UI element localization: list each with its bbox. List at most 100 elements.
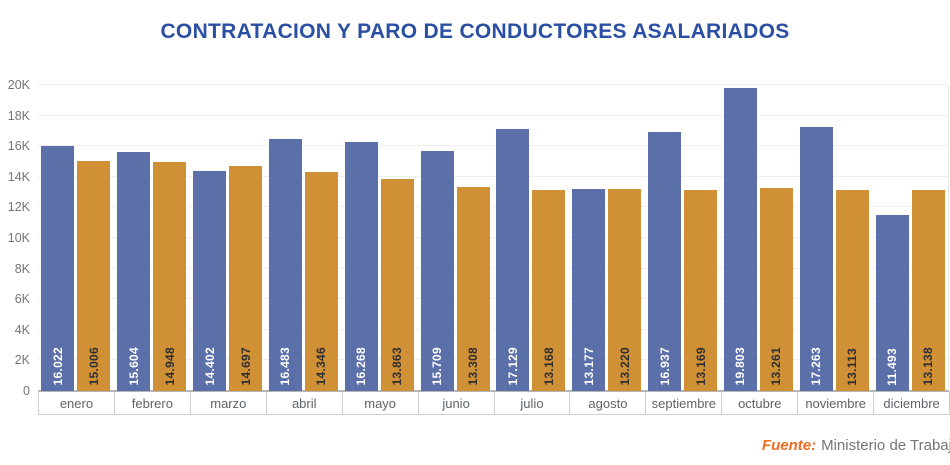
bar-value-label: 13.308	[466, 347, 481, 386]
gridline	[38, 206, 948, 208]
source-label: Fuente:	[761, 437, 817, 454]
x-axis-label-enero: enero	[39, 392, 115, 414]
x-axis-label-octubre: octubre	[722, 392, 799, 414]
bar-paro: 15.006	[77, 161, 111, 391]
bar-contratacion: 17.263	[799, 126, 833, 391]
bar-value-label: 13.138	[921, 347, 936, 386]
bar-contratacion: 15.709	[420, 150, 454, 391]
bar-paro: 13.168	[532, 189, 566, 391]
bar-value-label: 14.948	[162, 347, 177, 386]
bar-value-label: 14.346	[314, 347, 329, 386]
bar-contratacion: 14.402	[193, 170, 227, 391]
bar-group-diciembre: 11.493 13.138	[872, 85, 948, 391]
bar-contratacion: 19.803	[723, 88, 757, 391]
y-axis-tick-label: 20K	[7, 78, 30, 92]
bar-contratacion: 11.493	[875, 215, 909, 391]
x-axis: enero febrero marzo abril mayo junio julio agos…	[38, 391, 950, 415]
bar-contratacion: 16.022	[41, 145, 75, 391]
bar-contratacion: 16.937	[648, 131, 682, 391]
bars-area: 16.022 15.006 15.604 14.948 14.402 14.697 16.4…	[38, 85, 948, 391]
bar-value-label: 15.709	[430, 347, 445, 386]
y-axis-tick-label: 10K	[7, 231, 30, 245]
gridline	[38, 390, 948, 391]
y-axis-tick-label: 8K	[14, 261, 30, 276]
source-text: Ministerio de Trabaj	[821, 437, 950, 454]
bar-group-marzo: 14.402 14.697	[190, 85, 266, 391]
bar-value-label: 13.169	[693, 347, 708, 386]
x-axis-label-junio: junio	[419, 392, 495, 414]
source-note: Fuente: Ministerio de Trabaj	[762, 437, 950, 454]
bar-contratacion: 15.604	[117, 152, 151, 391]
bar-paro: 14.697	[229, 166, 263, 391]
bar-value-label: 17.263	[809, 347, 824, 386]
bar-paro: 13.220	[608, 188, 642, 391]
gridline	[38, 267, 948, 269]
bar-paro: 14.346	[304, 171, 338, 391]
y-axis: 0 2K 4K 6K 8K 10K 12K 14K 16K 18K 20K	[0, 78, 33, 398]
x-axis-label-marzo: marzo	[191, 392, 267, 414]
y-axis-tick-label: 16K	[7, 139, 30, 154]
bar-value-label: 17.129	[505, 347, 520, 386]
x-axis-label-diciembre: diciembre	[883, 395, 940, 411]
bar-value-label: 11.493	[885, 348, 900, 386]
bar-group-mayo: 16.268 13.863	[341, 85, 417, 391]
gridline	[38, 359, 948, 361]
bar-paro: 13.261	[759, 188, 793, 391]
bar-value-label: 13.220	[617, 347, 632, 386]
bar-value-label: 16.483	[278, 347, 293, 386]
bar-value-label: 19.803	[733, 347, 748, 386]
bar-value-label: 14.697	[238, 347, 253, 386]
gridline	[38, 237, 948, 238]
bar-paro: 14.948	[153, 162, 187, 391]
x-axis-label-agosto: agosto	[570, 392, 647, 414]
gridline	[38, 328, 948, 330]
bar-group-septiembre: 16.937 13.169	[645, 85, 721, 391]
bar-group-octubre: 19.803 13.261	[720, 85, 796, 391]
bar-value-label: 13.261	[769, 347, 784, 386]
bar-group-agosto: 13.177 13.220	[569, 85, 645, 391]
gridline	[38, 298, 948, 300]
bar-contratacion: 17.129	[496, 128, 530, 391]
bar-group-enero: 16.022 15.006	[38, 85, 114, 391]
x-axis-label-septiembre: septiembre	[646, 392, 723, 414]
x-axis-label-noviembre: noviembre	[798, 392, 875, 414]
y-axis-tick-label: 2K	[14, 353, 30, 368]
bar-value-label: 13.168	[541, 347, 556, 386]
bar-group-julio: 17.129 13.168	[493, 85, 569, 391]
gridline	[38, 114, 948, 116]
bar-paro: 13.308	[456, 187, 490, 391]
bar-contratacion: 16.483	[268, 138, 302, 391]
bar-paro: 13.169	[684, 189, 718, 391]
bar-value-label: 14.402	[202, 347, 217, 386]
y-axis-tick-label: 6K	[14, 292, 30, 307]
bar-value-label: 16.937	[657, 347, 672, 386]
bar-group-abril: 16.483 14.346	[265, 85, 341, 391]
bar-contratacion: 13.177	[572, 189, 606, 391]
x-axis-label-mayo: mayo	[343, 392, 419, 414]
bar-value-label: 13.113	[845, 348, 860, 386]
x-axis-label-julio: julio	[495, 392, 571, 414]
bar-paro: 13.138	[911, 190, 945, 391]
y-axis-tick-label: 0	[23, 384, 30, 398]
bar-value-label: 16.022	[50, 347, 65, 386]
bar-contratacion: 16.268	[344, 142, 378, 391]
chart-title: CONTRATACION Y PARO DE CONDUCTORES ASALA…	[160, 20, 790, 43]
bar-value-label: 16.268	[354, 347, 369, 386]
x-axis-label-abril: abril	[267, 392, 343, 414]
gridline	[38, 145, 948, 147]
y-axis-tick-label: 18K	[7, 108, 30, 123]
bar-value-label: 15.006	[86, 347, 101, 386]
bar-group-junio: 15.709 13.308	[417, 85, 493, 391]
bar-paro: 13.863	[380, 178, 414, 391]
bar-paro: 13.113	[835, 190, 869, 391]
gridline	[38, 175, 948, 177]
bar-value-label: 13.863	[390, 347, 405, 386]
bar-group-noviembre: 17.263 13.113	[796, 85, 872, 391]
bar-value-label: 13.177	[581, 347, 596, 386]
y-axis-tick-label: 4K	[14, 322, 30, 337]
y-axis-tick-label: 12K	[7, 200, 30, 215]
plot-area	[38, 84, 949, 391]
y-axis-tick-label: 14K	[7, 169, 30, 184]
bar-value-label: 15.604	[126, 347, 141, 386]
